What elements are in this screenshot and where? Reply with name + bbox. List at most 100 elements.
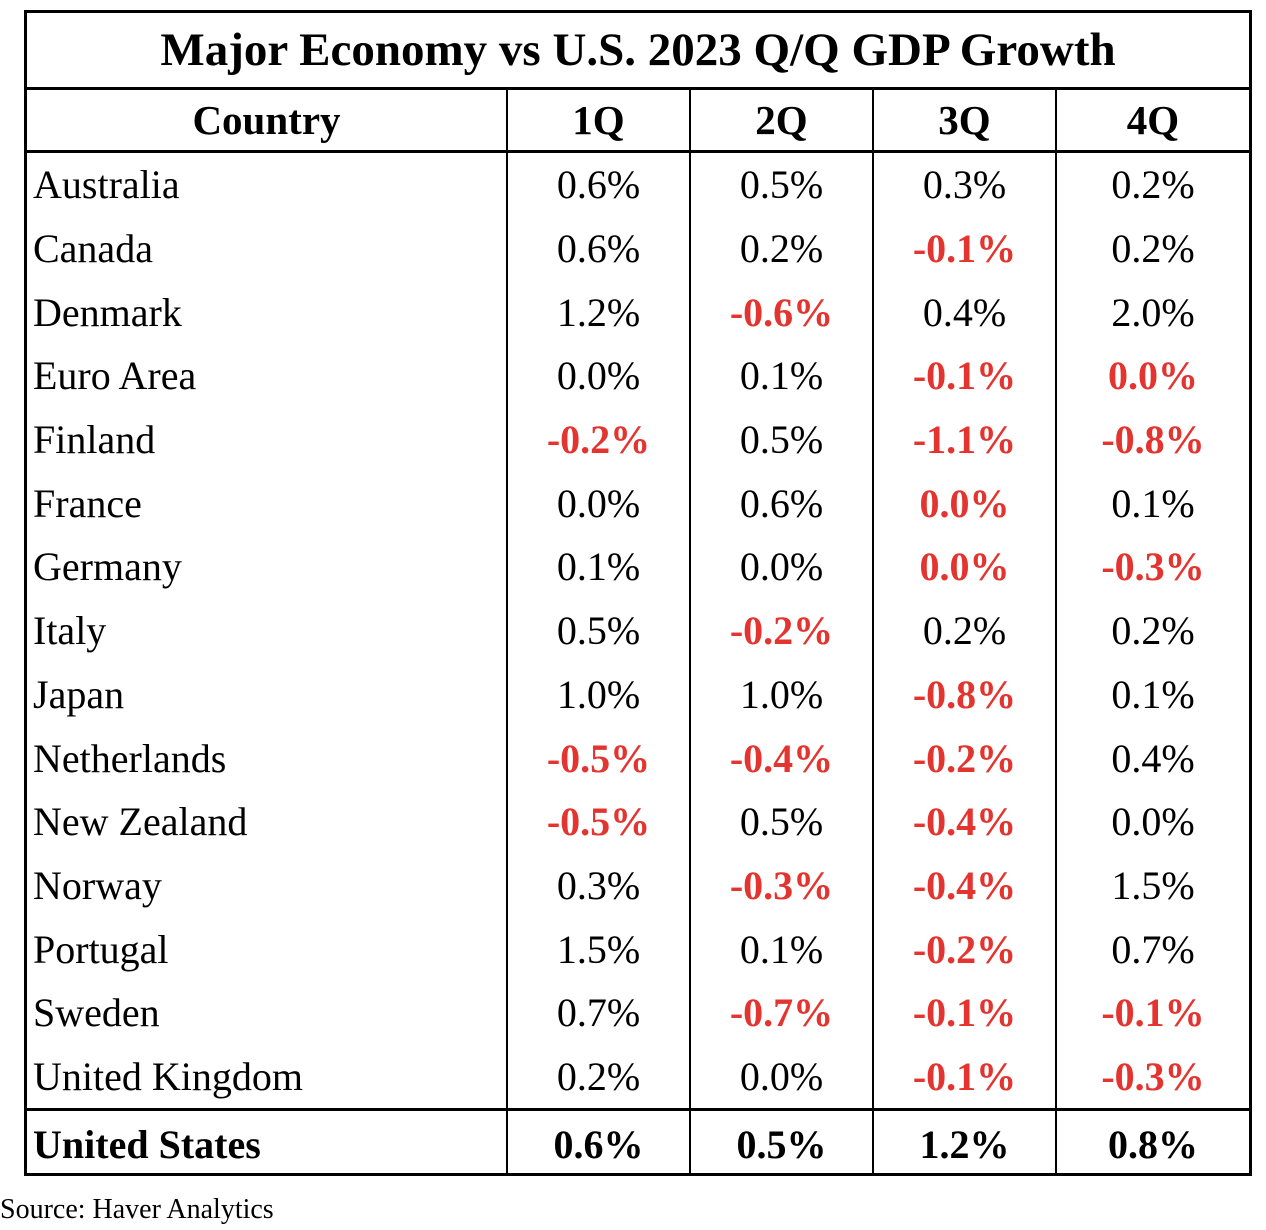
value-cell-3q: -0.4%: [872, 853, 1056, 918]
value-cell-2q: 0.5%: [689, 789, 873, 854]
country-cell: Norway: [33, 862, 162, 908]
total-row-value-1q: 0.6%: [506, 1108, 690, 1173]
country-cell: France: [33, 480, 142, 526]
country-cell: Germany: [33, 544, 182, 590]
value-cell-3q: -0.1%: [872, 344, 1056, 408]
country-cell: Italy: [33, 608, 107, 654]
value-cell-2q: 0.1%: [689, 917, 873, 981]
value-cell-2q: -0.2%: [689, 598, 873, 663]
value-cell-3q: 0.0%: [872, 535, 1056, 599]
header-row: Country 1Q 2Q 3Q 4Q: [27, 88, 1249, 153]
column-header-3q: 3Q: [872, 88, 1056, 153]
value-cell-1q: 0.2%: [506, 1044, 690, 1110]
table-row: Sweden 0.7% -0.7% -0.1% -0.1%: [27, 980, 1249, 1045]
value-cell-1q: 1.0%: [506, 662, 690, 727]
value-cell-3q: -0.1%: [872, 980, 1056, 1045]
value-cell-3q: 0.0%: [872, 471, 1056, 536]
country-cell: Sweden: [33, 990, 160, 1036]
country-cell: United Kingdom: [33, 1053, 303, 1099]
value-cell-2q: 0.1%: [689, 344, 873, 408]
country-cell: Australia: [33, 162, 180, 208]
value-cell-4q: 0.2%: [1054, 216, 1249, 281]
country-cell: Euro Area: [33, 353, 197, 399]
table-row: United Kingdom 0.2% 0.0% -0.1% -0.3%: [27, 1044, 1249, 1110]
chart-title: Major Economy vs U.S. 2023 Q/Q GDP Growt…: [27, 13, 1249, 90]
value-cell-4q: 0.1%: [1054, 662, 1249, 727]
table-row: Netherlands -0.5% -0.4% -0.2% 0.4%: [27, 726, 1249, 790]
value-cell-4q: 0.2%: [1054, 151, 1249, 217]
value-cell-1q: 0.3%: [506, 853, 690, 918]
value-cell-2q: -0.3%: [689, 853, 873, 918]
value-cell-1q: 0.6%: [506, 216, 690, 281]
value-cell-1q: -0.2%: [506, 407, 690, 472]
value-cell-3q: -0.1%: [872, 1044, 1056, 1110]
value-cell-1q: 0.7%: [506, 980, 690, 1045]
value-cell-1q: 0.0%: [506, 471, 690, 536]
value-cell-2q: 0.5%: [689, 151, 873, 217]
total-row-value-4q: 0.8%: [1054, 1108, 1249, 1173]
value-cell-2q: 0.0%: [689, 535, 873, 599]
value-cell-4q: -0.3%: [1054, 535, 1249, 599]
value-cell-2q: -0.7%: [689, 980, 873, 1045]
value-cell-2q: 0.2%: [689, 216, 873, 281]
value-cell-1q: 0.0%: [506, 344, 690, 408]
value-cell-3q: -0.2%: [872, 917, 1056, 981]
total-row-country: United States: [27, 1108, 507, 1173]
value-cell-4q: 2.0%: [1054, 280, 1249, 345]
value-cell-2q: 0.5%: [689, 407, 873, 472]
country-cell: Japan: [33, 671, 125, 717]
table-row: France 0.0% 0.6% 0.0% 0.1%: [27, 471, 1249, 536]
country-cell: New Zealand: [33, 799, 248, 845]
table-row: Denmark 1.2% -0.6% 0.4% 2.0%: [27, 280, 1249, 345]
table-row: Japan 1.0% 1.0% -0.8% 0.1%: [27, 662, 1249, 727]
table-row: Australia 0.6% 0.5% 0.3% 0.2%: [27, 151, 1249, 217]
table-row: New Zealand -0.5% 0.5% -0.4% 0.0%: [27, 789, 1249, 854]
value-cell-4q: -0.8%: [1054, 407, 1249, 472]
value-cell-1q: -0.5%: [506, 726, 690, 790]
value-cell-4q: 0.7%: [1054, 917, 1249, 981]
value-cell-3q: -0.4%: [872, 789, 1056, 854]
value-cell-3q: 0.4%: [872, 280, 1056, 345]
column-header-1q: 1Q: [506, 88, 690, 153]
value-cell-3q: 0.3%: [872, 151, 1056, 217]
total-row-united-states: United States 0.6% 0.5% 1.2% 0.8%: [27, 1108, 1249, 1173]
table-row: Germany 0.1% 0.0% 0.0% -0.3%: [27, 535, 1249, 599]
country-cell: Portugal: [33, 926, 169, 972]
value-cell-4q: 0.0%: [1054, 344, 1249, 408]
value-cell-3q: -1.1%: [872, 407, 1056, 472]
value-cell-4q: 0.0%: [1054, 789, 1249, 854]
total-row-value-3q: 1.2%: [872, 1108, 1056, 1173]
total-row-value-2q: 0.5%: [689, 1108, 873, 1173]
value-cell-2q: -0.4%: [689, 726, 873, 790]
table-row: Euro Area 0.0% 0.1% -0.1% 0.0%: [27, 344, 1249, 408]
value-cell-1q: 0.1%: [506, 535, 690, 599]
value-cell-1q: 1.5%: [506, 917, 690, 981]
value-cell-4q: 0.1%: [1054, 471, 1249, 536]
value-cell-3q: 0.2%: [872, 598, 1056, 663]
gdp-growth-table: Major Economy vs U.S. 2023 Q/Q GDP Growt…: [27, 13, 1249, 1173]
value-cell-4q: 1.5%: [1054, 853, 1249, 918]
value-cell-4q: 0.2%: [1054, 598, 1249, 663]
column-header-country: Country: [27, 88, 507, 153]
value-cell-1q: 0.5%: [506, 598, 690, 663]
country-cell: Denmark: [33, 289, 182, 335]
value-cell-1q: 1.2%: [506, 280, 690, 345]
value-cell-2q: -0.6%: [689, 280, 873, 345]
value-cell-3q: -0.8%: [872, 662, 1056, 727]
value-cell-2q: 0.0%: [689, 1044, 873, 1110]
title-row: Major Economy vs U.S. 2023 Q/Q GDP Growt…: [27, 13, 1249, 90]
country-cell: Canada: [33, 226, 153, 272]
value-cell-2q: 0.6%: [689, 471, 873, 536]
table-row: Finland -0.2% 0.5% -1.1% -0.8%: [27, 407, 1249, 472]
value-cell-1q: 0.6%: [506, 151, 690, 217]
value-cell-2q: 1.0%: [689, 662, 873, 727]
gdp-table-frame: Major Economy vs U.S. 2023 Q/Q GDP Growt…: [24, 10, 1252, 1176]
table-row: Portugal 1.5% 0.1% -0.2% 0.7%: [27, 917, 1249, 981]
table-body: Major Economy vs U.S. 2023 Q/Q GDP Growt…: [27, 13, 1249, 1173]
value-cell-4q: -0.1%: [1054, 980, 1249, 1045]
value-cell-4q: 0.4%: [1054, 726, 1249, 790]
value-cell-4q: -0.3%: [1054, 1044, 1249, 1110]
column-header-4q: 4Q: [1054, 88, 1249, 153]
table-row: Italy 0.5% -0.2% 0.2% 0.2%: [27, 598, 1249, 663]
value-cell-3q: -0.1%: [872, 216, 1056, 281]
